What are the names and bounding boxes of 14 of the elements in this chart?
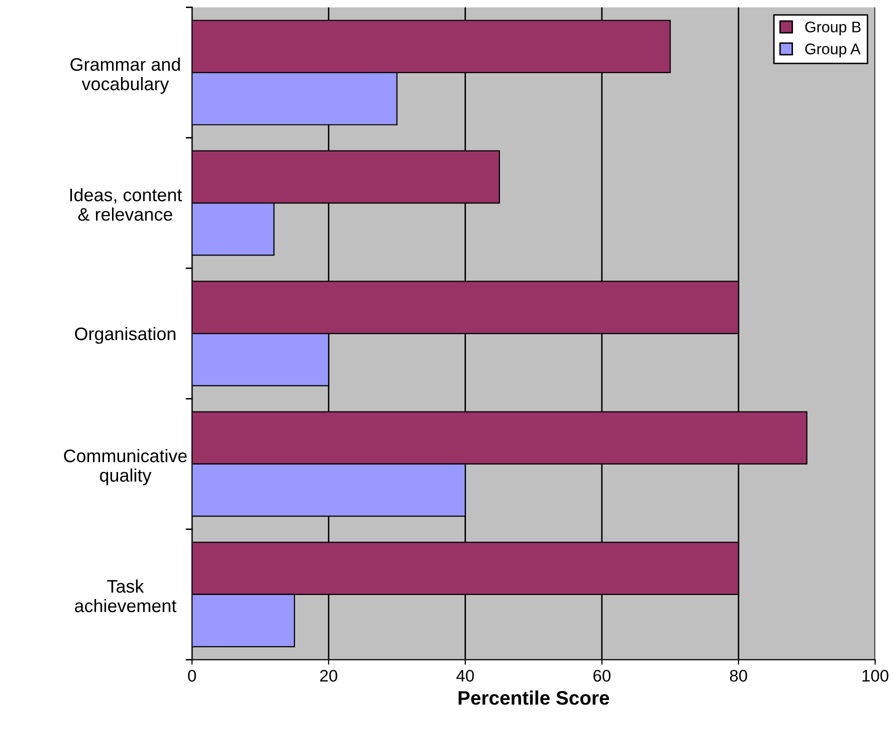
x-tick-label: 20 — [320, 670, 338, 682]
y-tick-label: Task achievement — [74, 580, 176, 612]
y-tick-label: Communicative quality — [64, 449, 187, 486]
legend-label: Group B — [805, 22, 861, 36]
x-tick-label: 0 — [188, 670, 196, 682]
x-tick-label: 60 — [593, 670, 610, 682]
x-tick-label: 80 — [730, 670, 748, 682]
legend-label: Group A — [805, 44, 861, 58]
x-tick-label: 100 — [862, 670, 888, 682]
y-tick-label: Ideas, content & relevance — [70, 188, 182, 221]
x-axis-title: Percentile Score — [458, 690, 610, 705]
x-tick-label: 40 — [456, 670, 474, 682]
y-tick-label: Organisation — [75, 326, 176, 344]
y-tick-label: Grammar and vocabulary — [70, 58, 180, 94]
